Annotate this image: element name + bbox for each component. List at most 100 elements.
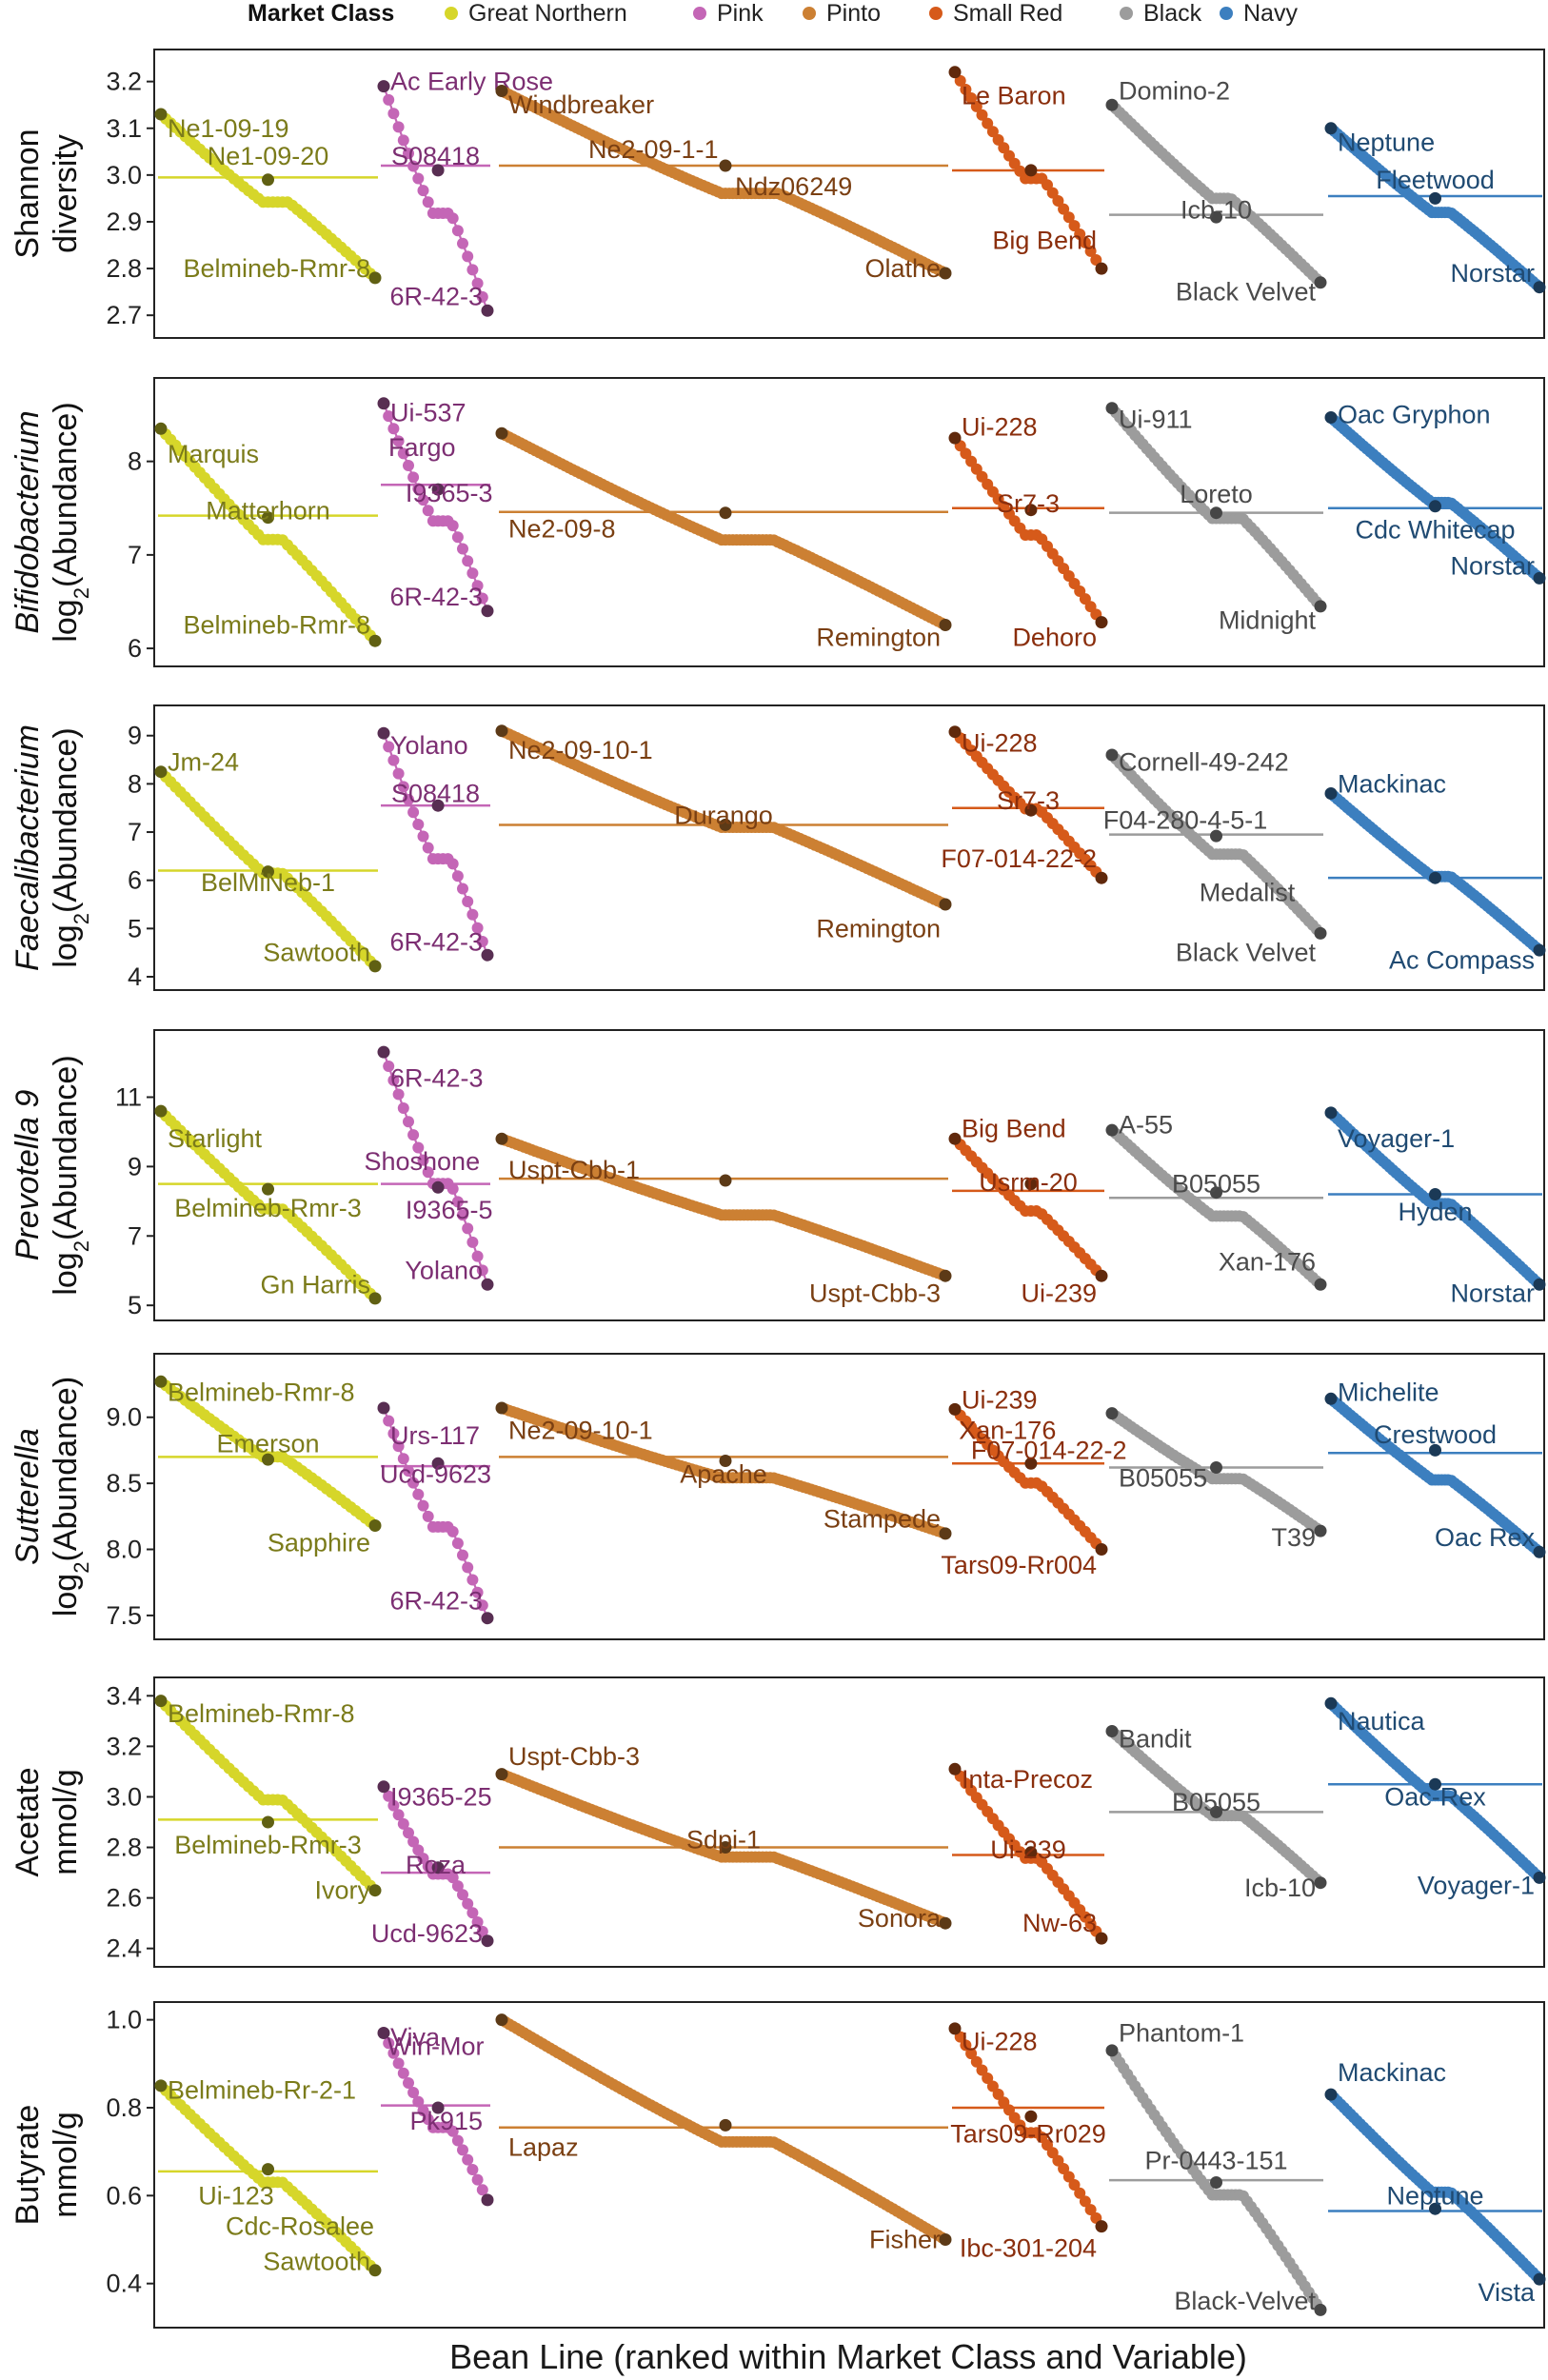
legend-label: Navy — [1243, 0, 1298, 27]
highlight-point — [1095, 262, 1108, 275]
highlight-point — [1210, 506, 1222, 520]
y-axis-label-line: log2(Abundance) — [48, 1055, 93, 1295]
data-point — [383, 93, 395, 106]
data-point — [383, 1061, 395, 1072]
highlight-point — [431, 1457, 445, 1470]
legend-item: Navy — [1220, 0, 1298, 27]
highlight-point — [1024, 1178, 1038, 1191]
data-point — [392, 1809, 405, 1821]
data-point — [476, 1599, 488, 1612]
panel: 3.4 3.2 3.0 2.8 2.6 2.4 Acetate mmol/g Belmineb-… — [10, 1676, 1546, 1968]
highlight-point — [1429, 1443, 1441, 1457]
data-point — [392, 767, 405, 780]
data-point — [476, 1925, 488, 1937]
data-point — [451, 1196, 464, 1208]
series-group: Ne2-09-8 Remington — [495, 426, 952, 651]
highlight-point — [1024, 2110, 1038, 2123]
series-group: Ui-228 Sr7-3 F07-014-22-2 — [941, 725, 1108, 884]
highlight-point — [939, 1916, 952, 1930]
point-label: Neptune — [1386, 2181, 1483, 2210]
data-point — [383, 1790, 395, 1802]
y-tick-label: 2.8 — [106, 254, 142, 283]
point-label: Uspt-Cbb-3 — [809, 1279, 941, 1307]
highlight-point — [495, 426, 508, 440]
point-label: I9365-5 — [406, 1196, 493, 1224]
point-label: Ne2-09-10-1 — [508, 736, 653, 764]
data-point — [1052, 195, 1064, 207]
highlight-point — [1105, 1123, 1119, 1137]
highlight-point — [1105, 1725, 1119, 1737]
point-label: Viva — [390, 2023, 441, 2052]
point-label: Pr-0443-151 — [1144, 2146, 1287, 2174]
highlight-point — [368, 634, 382, 647]
series-group: Urs-117 Ucd-9623 6R-42-3 — [377, 1401, 494, 1625]
point-label: Ne1-09-20 — [208, 142, 329, 170]
y-axis-label-line: log2(Abundance) — [48, 727, 93, 967]
point-label: Cdc-Rosalee — [226, 2212, 374, 2241]
y-tick-label: 8 — [128, 447, 142, 476]
data-point — [403, 460, 414, 471]
y-tick-label: 5 — [128, 1291, 142, 1319]
data-point — [447, 520, 459, 532]
point-label: Belmineb-Rmr-8 — [183, 254, 370, 283]
y-tick-label: 3.0 — [106, 1782, 142, 1811]
point-label: Sapphire — [268, 1529, 370, 1557]
point-label: Fargo — [388, 433, 456, 462]
y-axis-label-line: log2(Abundance) — [48, 402, 93, 642]
series-group: Inta-Precoz Ui-239 Nw-63 — [948, 1762, 1108, 1945]
series-group: Big Bend Usrm-20 Ui-239 — [948, 1114, 1108, 1307]
data-point — [466, 264, 479, 276]
point-label: Dehoro — [1012, 623, 1097, 651]
data-point — [412, 172, 425, 185]
data-point — [447, 858, 459, 870]
data-point — [447, 1182, 459, 1195]
highlight-point — [368, 1292, 382, 1305]
highlight-point — [719, 1841, 732, 1854]
data-point — [447, 212, 459, 225]
point-label: Remington — [816, 914, 941, 942]
highlight-point — [939, 267, 952, 280]
y-axis-label: Faecalibacterium log2(Abundance) — [10, 724, 93, 971]
data-point — [407, 471, 420, 484]
point-label: Voyager-1 — [1418, 1871, 1535, 1899]
point-label: Neptune — [1338, 129, 1435, 157]
highlight-point — [939, 898, 952, 911]
data-point — [451, 531, 464, 544]
series-group: Le Baron Big Bend — [948, 66, 1108, 275]
highlight-point — [481, 1934, 494, 1948]
highlight-point — [1095, 616, 1108, 629]
y-tick-label: 3.2 — [106, 1732, 142, 1760]
y-tick-label: 7 — [128, 818, 142, 846]
data-point — [451, 2134, 464, 2147]
data-point — [471, 277, 484, 289]
highlight-point — [1095, 2220, 1108, 2233]
highlight-point — [1429, 1188, 1441, 1200]
highlight-point — [1210, 1805, 1222, 1818]
highlight-point — [154, 108, 168, 121]
highlight-point — [1429, 871, 1441, 884]
panel-frame — [153, 377, 1545, 667]
point-label: Fleetwood — [1376, 166, 1495, 194]
highlight-point — [368, 271, 382, 285]
y-tick-label: 6 — [128, 866, 142, 895]
y-axis-label-line: Faecalibacterium — [10, 724, 46, 971]
highlight-point — [1210, 829, 1222, 843]
highlight-point — [719, 818, 732, 831]
point-label: Midnight — [1219, 606, 1317, 635]
point-label: Norstar — [1450, 1279, 1535, 1307]
point-label: BelMiNeb-1 — [201, 868, 335, 897]
point-label: Oac-Rex — [1384, 1783, 1486, 1812]
data-point — [476, 1264, 488, 1277]
point-label: Ui-911 — [1119, 406, 1193, 434]
point-label: Black Velvet — [1176, 278, 1317, 307]
series-group: Ne2-09-10-1 Apache Stampede — [495, 1401, 952, 1540]
data-point — [1052, 2154, 1064, 2167]
data-point — [466, 567, 479, 580]
highlight-point — [1314, 2303, 1327, 2316]
series-group: Ac Early Rose S08418 6R-42-3 — [377, 68, 553, 317]
panel: 3.2 3.1 3.0 2.9 2.8 2.7 Shannon diversity Ne1-09… — [10, 49, 1546, 339]
panels: 3.2 3.1 3.0 2.9 2.8 2.7 Shannon diversity Ne1-09… — [10, 49, 1546, 2329]
legend-label: Great Northern — [468, 0, 627, 27]
